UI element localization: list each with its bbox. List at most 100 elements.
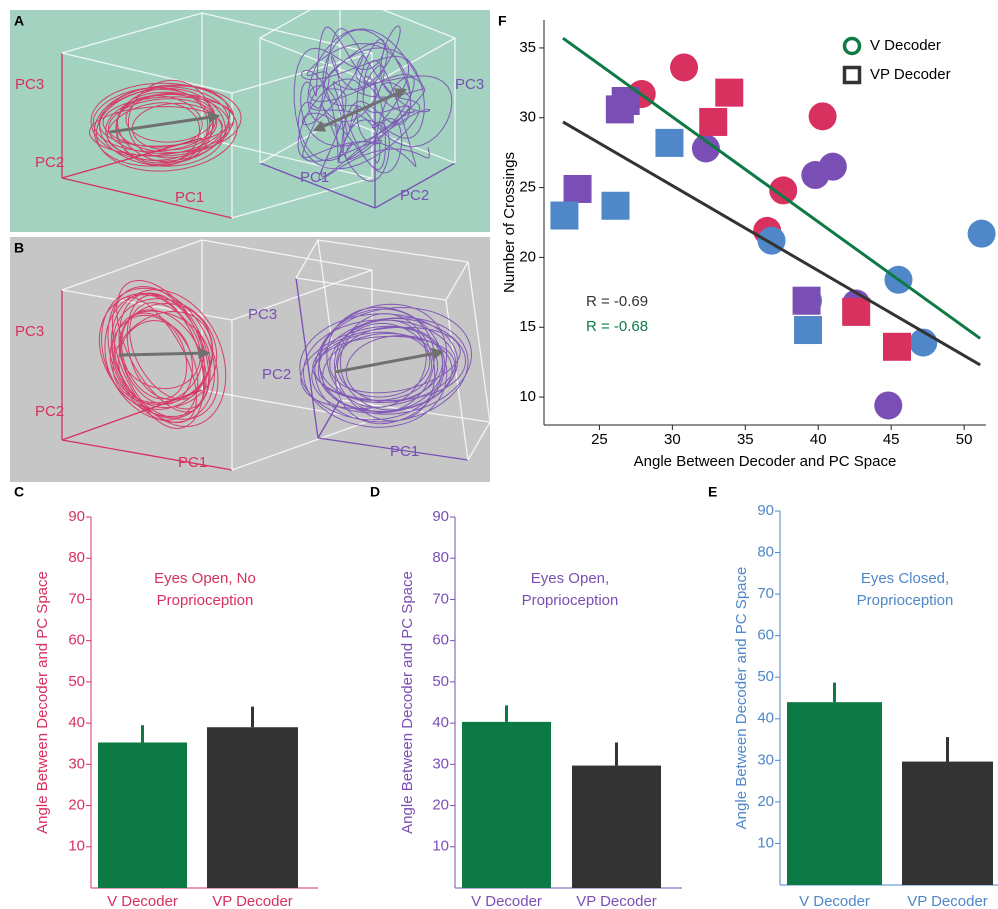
y-tick-label: 30 [757, 751, 774, 768]
direction-arrow [312, 88, 408, 132]
bar [787, 702, 882, 885]
bar [98, 742, 187, 888]
point [563, 174, 592, 203]
axis-line [317, 437, 469, 461]
y-tick-label: 20 [757, 793, 774, 810]
axis-label: PC1 [300, 169, 329, 186]
x-tick-label: 45 [883, 431, 900, 448]
y-tick-label: 20 [432, 797, 449, 814]
legend-label: V Decoder [870, 37, 941, 54]
box-edge [445, 261, 469, 301]
axis-label: PC3 [455, 76, 484, 93]
x-tick-label: 30 [664, 431, 681, 448]
axis-label: PC3 [15, 323, 44, 340]
y-tick-label: 40 [432, 714, 449, 731]
y-tick-label: 60 [432, 632, 449, 649]
box-edge [61, 52, 233, 94]
bar [207, 727, 298, 888]
box-edge [317, 239, 341, 401]
point [601, 191, 630, 220]
point [699, 107, 728, 136]
chart-title: Eyes Closed, [861, 570, 949, 587]
y-tick-label: 90 [757, 502, 774, 519]
axis-label: PC2 [35, 154, 64, 171]
x-tick-label: VP Decoder [907, 893, 988, 909]
y-tick-label: 20 [68, 797, 85, 814]
x-tick-label: VP Decoder [212, 893, 293, 909]
trajectory [88, 79, 242, 172]
direction-arrow [109, 111, 221, 134]
box-edge [201, 239, 373, 271]
point [842, 297, 871, 326]
point [605, 95, 634, 124]
trajectory [98, 280, 227, 429]
y-axis-label: Number of Crossings [501, 152, 518, 293]
panel-label: F [498, 13, 507, 29]
chart-title: Eyes Open, [531, 570, 609, 587]
box-edge [467, 421, 491, 461]
fit-label: R = -0.68 [586, 318, 648, 335]
axis-label: PC2 [35, 403, 64, 420]
x-tick-label: 35 [737, 431, 754, 448]
x-tick-label: 25 [591, 431, 608, 448]
legend-marker [842, 36, 862, 56]
y-tick-label: 25 [519, 179, 536, 196]
x-axis-label: Angle Between Decoder and PC Space [634, 453, 897, 470]
y-tick-label: 10 [519, 388, 536, 405]
panel-label: C [14, 484, 24, 500]
point [691, 134, 720, 163]
box-edge [295, 239, 319, 279]
x-tick-label: V Decoder [107, 893, 178, 909]
y-tick-label: 90 [68, 508, 85, 525]
panel-background [10, 10, 490, 232]
x-tick-label: V Decoder [799, 893, 870, 909]
legend-marker [842, 65, 862, 85]
box-edge [374, 37, 456, 84]
y-tick-label: 50 [68, 673, 85, 690]
chart-title: Proprioception [857, 592, 954, 609]
y-tick-label: 70 [432, 590, 449, 607]
y-tick-label: 35 [519, 39, 536, 56]
y-tick-label: 20 [519, 248, 536, 265]
point [715, 78, 744, 107]
chart-title: Proprioception [157, 592, 254, 609]
axis-label: PC3 [15, 76, 44, 93]
trajectory [299, 303, 473, 428]
point [670, 53, 699, 82]
panel-label: A [14, 13, 24, 29]
y-tick-label: 50 [757, 668, 774, 685]
box-edge [61, 239, 203, 291]
y-tick-label: 80 [68, 549, 85, 566]
y-tick-label: 10 [68, 838, 85, 855]
axis-label: PC1 [175, 189, 204, 206]
x-tick-label: V Decoder [471, 893, 542, 909]
chart-title: Eyes Open, No [154, 570, 256, 587]
axis-label: PC2 [400, 187, 429, 204]
y-tick-label: 10 [432, 838, 449, 855]
y-tick-label: 80 [432, 549, 449, 566]
bar [902, 761, 993, 885]
point [967, 219, 996, 248]
y-tick-label: 50 [432, 673, 449, 690]
y-tick-label: 90 [432, 508, 449, 525]
axis-label: PC1 [178, 454, 207, 471]
point [794, 316, 823, 345]
point [792, 286, 821, 315]
panel-label: E [708, 484, 717, 500]
y-tick-label: 70 [68, 590, 85, 607]
axis-line [61, 439, 233, 471]
point [874, 391, 903, 420]
axis-line [61, 177, 233, 219]
y-axis-label: Angle Between Decoder and PC Space [34, 571, 51, 834]
x-tick-label: VP Decoder [576, 893, 657, 909]
y-tick-label: 40 [757, 710, 774, 727]
box-edge [467, 261, 491, 423]
box-edge [317, 239, 469, 263]
box-edge [61, 12, 203, 54]
direction-arrow [119, 347, 211, 360]
axis-label: PC3 [248, 306, 277, 323]
panel-label: D [370, 484, 380, 500]
y-axis-label: Angle Between Decoder and PC Space [399, 571, 416, 834]
axis-label: PC1 [390, 443, 419, 460]
